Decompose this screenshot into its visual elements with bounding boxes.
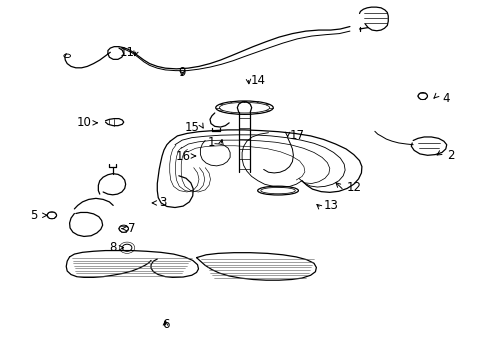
Text: 7: 7: [128, 222, 135, 235]
Text: 13: 13: [323, 199, 338, 212]
Text: 17: 17: [289, 129, 304, 143]
Text: 1: 1: [207, 136, 214, 149]
Text: 2: 2: [446, 149, 453, 162]
Text: 9: 9: [178, 66, 185, 79]
Text: 16: 16: [175, 149, 190, 162]
Text: 12: 12: [346, 181, 361, 194]
Text: 6: 6: [162, 318, 169, 331]
Text: 5: 5: [30, 209, 37, 222]
Text: 8: 8: [109, 241, 116, 254]
Text: 11: 11: [120, 46, 134, 59]
Text: 4: 4: [441, 93, 448, 105]
Text: 3: 3: [159, 197, 166, 210]
Text: 10: 10: [76, 116, 91, 129]
Text: 15: 15: [184, 121, 199, 134]
Text: 14: 14: [250, 74, 265, 87]
